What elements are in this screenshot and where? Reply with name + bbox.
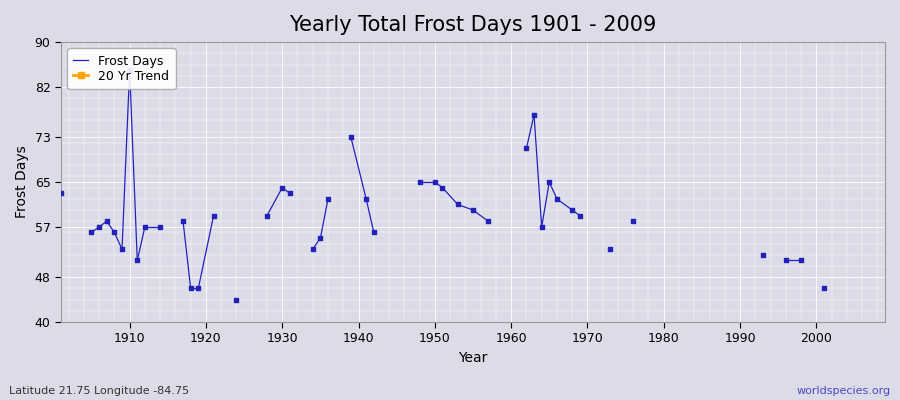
Point xyxy=(275,184,290,191)
Point xyxy=(153,224,167,230)
Text: Latitude 21.75 Longitude -84.75: Latitude 21.75 Longitude -84.75 xyxy=(9,386,189,396)
Point xyxy=(756,252,770,258)
Point xyxy=(283,190,297,196)
Point xyxy=(107,229,122,236)
Title: Yearly Total Frost Days 1901 - 2009: Yearly Total Frost Days 1901 - 2009 xyxy=(289,15,657,35)
Point xyxy=(550,196,564,202)
Legend: Frost Days, 20 Yr Trend: Frost Days, 20 Yr Trend xyxy=(68,48,176,89)
Point xyxy=(138,224,152,230)
Point xyxy=(306,246,320,252)
Y-axis label: Frost Days: Frost Days xyxy=(15,146,29,218)
Point xyxy=(626,218,641,224)
Text: worldspecies.org: worldspecies.org xyxy=(796,386,891,396)
Point xyxy=(535,224,549,230)
Point xyxy=(54,190,68,196)
Point xyxy=(184,285,198,292)
Point xyxy=(428,179,442,185)
Point xyxy=(565,207,580,213)
Point xyxy=(130,257,145,264)
Frost Days xyxy=(86,230,97,235)
Point xyxy=(603,246,617,252)
Point xyxy=(817,285,832,292)
Point xyxy=(778,257,793,264)
Frost Days xyxy=(94,224,104,229)
Point xyxy=(542,179,556,185)
Point xyxy=(344,134,358,140)
Point xyxy=(191,285,205,292)
Point xyxy=(451,201,465,208)
Point xyxy=(115,246,130,252)
Point xyxy=(519,145,534,152)
Point xyxy=(794,257,808,264)
Point xyxy=(92,224,106,230)
Point xyxy=(176,218,190,224)
Point xyxy=(359,196,374,202)
Line: Frost Days: Frost Days xyxy=(92,227,99,232)
Point xyxy=(526,112,541,118)
Point xyxy=(260,212,274,219)
Point xyxy=(436,184,450,191)
Point xyxy=(122,67,137,73)
Point xyxy=(572,212,587,219)
Point xyxy=(100,218,114,224)
Point xyxy=(85,229,99,236)
Point xyxy=(366,229,381,236)
Point xyxy=(481,218,495,224)
Point xyxy=(320,196,335,202)
X-axis label: Year: Year xyxy=(458,351,488,365)
Point xyxy=(206,212,220,219)
Point xyxy=(313,235,328,241)
Point xyxy=(230,296,244,303)
Point xyxy=(466,207,481,213)
Point xyxy=(412,179,427,185)
